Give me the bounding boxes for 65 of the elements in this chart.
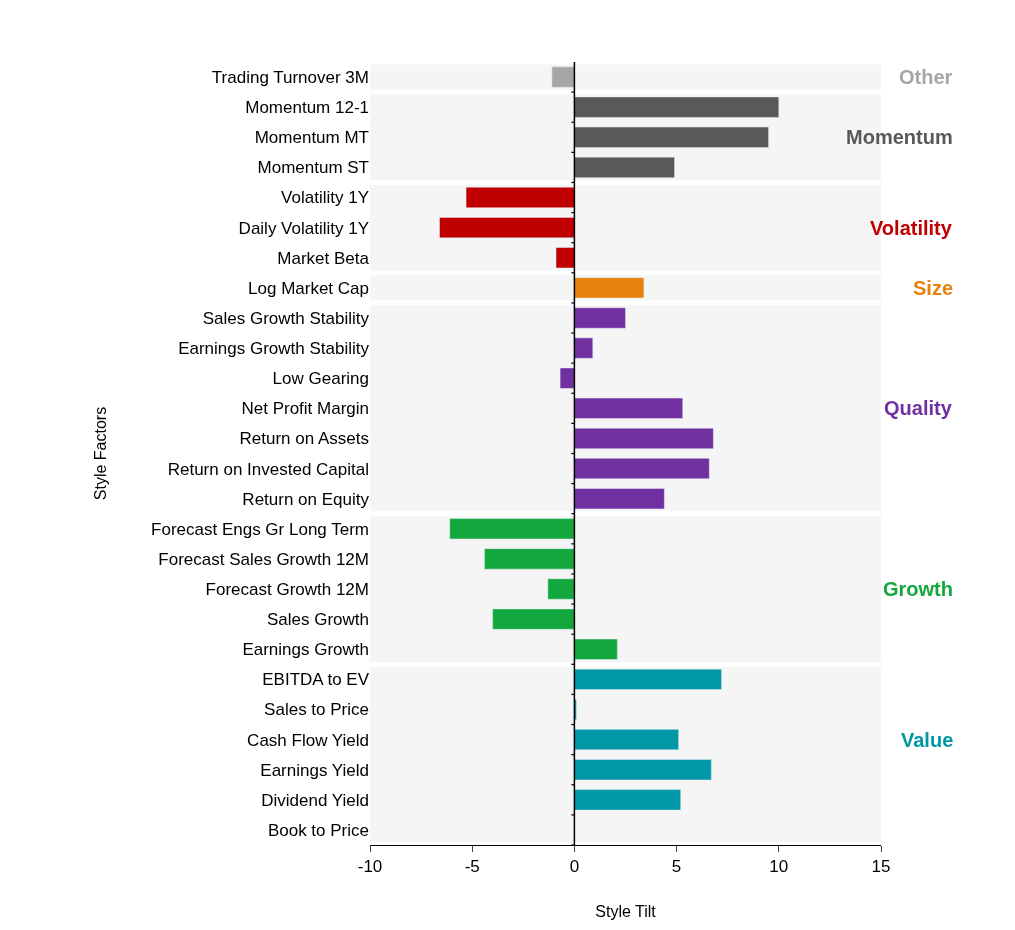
bar — [574, 458, 710, 480]
y-tick-label: Earnings Growth Stability — [178, 339, 370, 359]
text: Momentum — [846, 126, 953, 148]
y-tick-label: Momentum MT — [254, 128, 369, 148]
bar — [559, 367, 575, 389]
bar — [492, 608, 575, 630]
x-tick-label: 0 — [569, 857, 580, 877]
y-tick-label: Cash Flow Yield — [247, 730, 369, 750]
bar — [574, 126, 769, 148]
bar — [555, 247, 575, 269]
text: Growth — [883, 578, 953, 600]
bar — [449, 518, 575, 540]
y-tick-label: EBITDA to EV — [262, 670, 370, 690]
bar — [439, 217, 575, 239]
y-tick-label: Book to Price — [267, 820, 369, 840]
bar — [465, 187, 575, 209]
text: Volatility — [870, 217, 953, 239]
bar — [574, 759, 712, 781]
y-tick-label: Volatility 1Y — [281, 188, 369, 208]
x-tick-label: 15 — [871, 857, 891, 877]
y-tick-label: Daily Volatility 1Y — [238, 218, 369, 238]
bar — [574, 277, 645, 299]
text: Other — [899, 66, 953, 88]
text: Value — [901, 729, 954, 751]
y-tick-label: Return on Invested Capital — [167, 459, 369, 479]
bar — [574, 307, 626, 329]
bar — [574, 638, 618, 660]
bar — [574, 729, 679, 751]
bar — [574, 96, 780, 118]
bar — [551, 66, 575, 88]
y-tick-label: Earnings Growth — [242, 640, 369, 660]
bar — [574, 668, 722, 690]
y-tick-label: Sales Growth Stability — [202, 308, 370, 328]
y-tick-label: Forecast Engs Gr Long Term — [151, 519, 369, 539]
y-tick-label: Net Profit Margin — [241, 399, 369, 419]
y-tick-label: Sales to Price — [264, 700, 369, 720]
x-tick-label: 5 — [671, 857, 682, 877]
y-tick-label: Earnings Yield — [260, 760, 369, 780]
bar — [574, 397, 683, 419]
bar — [574, 337, 594, 359]
y-tick-label: Return on Equity — [242, 489, 370, 509]
y-tick-label: Sales Growth — [266, 610, 369, 630]
bar — [574, 789, 681, 811]
bar — [574, 488, 665, 510]
x-tick-label: -5 — [464, 857, 480, 877]
y-tick-label: Forecast Sales Growth 12M — [158, 549, 369, 569]
y-tick-label: Momentum 12-1 — [245, 98, 369, 118]
bar — [574, 156, 675, 178]
y-tick-label: Return on Assets — [239, 429, 369, 449]
text: Size — [913, 277, 954, 299]
x-axis-title: Style Tilt — [595, 903, 657, 921]
y-tick-label: Momentum ST — [257, 158, 369, 178]
y-tick-label: Trading Turnover 3M — [211, 68, 369, 88]
y-tick-label: Forecast Growth 12M — [205, 579, 369, 599]
x-tick-label: -10 — [357, 857, 383, 877]
bar — [574, 427, 714, 449]
y-tick-label: Low Gearing — [272, 369, 369, 389]
y-tick-label: Log Market Cap — [248, 278, 369, 298]
y-tick-label: Dividend Yield — [261, 790, 369, 810]
x-tick-label: 10 — [769, 857, 789, 877]
text: Quality — [884, 397, 953, 419]
bar — [547, 578, 575, 600]
y-tick-label: Market Beta — [277, 248, 370, 268]
bar — [484, 548, 575, 570]
y-axis-title: Style Factors — [91, 406, 109, 501]
